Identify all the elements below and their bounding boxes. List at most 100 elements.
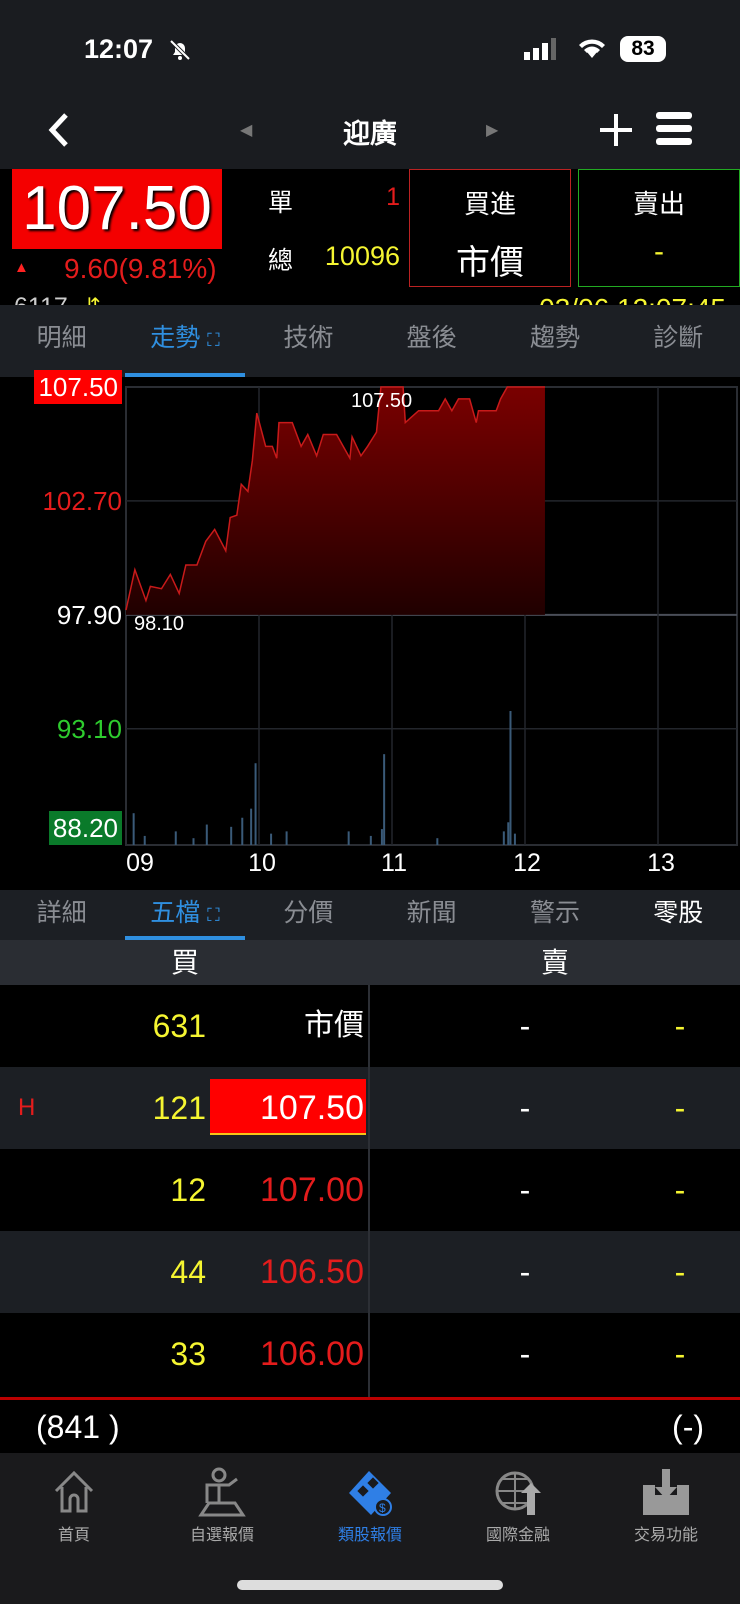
tab-diagnosis[interactable]: 診斷	[653, 324, 704, 352]
svg-text:$: $	[379, 1501, 386, 1515]
chart-plot[interactable]	[0, 379, 740, 889]
nav-sector-quotes-label: 類股報價	[337, 1527, 402, 1544]
buy-price: 市價	[456, 244, 524, 282]
ask-qty: -	[674, 1008, 686, 1044]
current-price-highlight	[210, 1079, 366, 1135]
volume-bar	[192, 838, 195, 845]
bid-price: 107.00	[260, 1171, 364, 1209]
ask-price: -	[519, 1254, 531, 1290]
tab-trend[interactable]: 走勢 ⛶	[123, 305, 246, 377]
order-book-row[interactable]: 44 106.50 - -	[0, 1231, 740, 1313]
price-area	[126, 387, 545, 615]
y-tick-label: 107.50	[34, 370, 122, 404]
order-book-header: 買 賣	[0, 940, 740, 985]
nav-international[interactable]: 國際金融	[444, 1453, 592, 1604]
volume-bar	[436, 838, 439, 845]
ask-qty: -	[674, 1172, 686, 1208]
last-price: 107.50	[12, 169, 222, 249]
buy-button[interactable]: 買進 市價	[409, 169, 571, 287]
stock-title: 迎廣	[343, 119, 397, 149]
sell-price: -	[654, 235, 664, 268]
buy-label: 買進	[463, 189, 516, 219]
plot-border	[125, 386, 738, 846]
tab-five-levels[interactable]: 五檔 ⛶	[123, 890, 246, 940]
bid-qty: 44	[170, 1254, 206, 1290]
volume-bar	[513, 833, 516, 845]
order-book-row[interactable]: H 121 107.50 - -	[0, 1067, 740, 1149]
tab-tendency[interactable]: 趨勢	[529, 324, 580, 352]
tab-technical[interactable]: 技術	[283, 324, 334, 352]
nav-home-label: 首頁	[57, 1527, 90, 1544]
tab-odd-lot[interactable]: 零股	[653, 899, 704, 927]
ask-qty: -	[674, 1336, 686, 1372]
intraday-chart: 107.50 102.70 97.90 93.10 88.20 09 10 11…	[0, 370, 740, 889]
bid-price: 市價	[304, 1009, 364, 1042]
price-line	[125, 386, 545, 611]
order-book-row[interactable]: 12 107.00 - -	[0, 1149, 740, 1231]
nav-trading-label: 交易功能	[633, 1527, 698, 1544]
ask-qty: -	[674, 1254, 686, 1290]
x-tick-label: 09	[126, 849, 154, 877]
prev-stock-arrow-icon[interactable]: ◀	[240, 122, 253, 139]
single-volume: 1	[386, 183, 400, 211]
nav-international-label: 國際金融	[485, 1527, 550, 1544]
tab-after-hours[interactable]: 盤後	[406, 324, 457, 352]
person-desk-icon	[198, 1467, 246, 1517]
x-tick-label: 10	[248, 849, 276, 877]
menu-icon[interactable]	[656, 110, 692, 148]
next-stock-arrow-icon[interactable]: ▶	[486, 122, 499, 139]
back-chevron-icon[interactable]	[44, 112, 72, 148]
volume-bar	[383, 754, 386, 845]
bottom-nav: 首頁 自選報價 $ 類股報價 國際金融 交易功能	[0, 1453, 740, 1604]
volume-bar	[205, 824, 208, 845]
volume-bar	[270, 833, 273, 845]
volume-bar	[174, 831, 177, 845]
signal-icon	[524, 38, 556, 60]
sell-button[interactable]: 賣出 -	[578, 169, 740, 287]
volume-bar	[250, 808, 253, 845]
bottom-tabs: 詳細 五檔 ⛶ 分價 新聞 警示 零股	[0, 890, 740, 940]
order-book-summary: (841 ) (-)	[0, 1397, 740, 1453]
sell-label: 賣出	[632, 189, 685, 219]
sell-header: 賣	[540, 947, 569, 978]
y-tick-label: 102.70	[42, 486, 122, 516]
expand-icon[interactable]: ⛶	[207, 905, 220, 925]
high-price-label: 107.50	[351, 390, 413, 412]
low-price-label: 98.10	[134, 613, 185, 635]
ask-price: -	[519, 1172, 531, 1208]
clock: 12:07	[84, 34, 154, 64]
download-tray-icon	[643, 1469, 689, 1515]
y-tick-label: 93.10	[56, 714, 122, 744]
bid-qty: 12	[170, 1172, 206, 1208]
volume-bar	[502, 831, 505, 845]
volume-bar	[380, 829, 383, 845]
bell-slash-icon	[169, 39, 191, 61]
ask-price: -	[519, 1008, 531, 1044]
tab-details[interactable]: 詳細	[36, 899, 87, 927]
tab-price-volume[interactable]: 分價	[283, 899, 334, 927]
bid-price: 106.50	[260, 1253, 364, 1291]
bid-price: 106.00	[260, 1335, 364, 1373]
expand-icon[interactable]: ⛶	[207, 330, 220, 350]
nav-sector-quotes[interactable]: $ 類股報價	[296, 1453, 444, 1604]
ask-qty: -	[674, 1090, 686, 1126]
bid-qty: 33	[170, 1336, 206, 1372]
bid-qty: 631	[152, 1008, 206, 1044]
tab-news[interactable]: 新聞	[406, 899, 457, 927]
x-tick-label: 13	[647, 849, 675, 877]
order-book-row[interactable]: 33 106.00 - -	[0, 1313, 740, 1395]
home-indicator[interactable]	[237, 1580, 503, 1590]
bid-price: 107.50	[260, 1089, 364, 1127]
nav-watchlist[interactable]: 自選報價	[148, 1453, 296, 1604]
order-book-row[interactable]: 631 市價 - -	[0, 985, 740, 1067]
volume-bar	[347, 831, 350, 845]
volume-bar	[241, 817, 244, 845]
tab-detail[interactable]: 明細	[36, 324, 87, 352]
ask-price: -	[519, 1090, 531, 1126]
nav-trading[interactable]: 交易功能	[592, 1453, 740, 1604]
tab-alerts[interactable]: 警示	[529, 899, 580, 927]
nav-home[interactable]: 首頁	[0, 1453, 148, 1604]
add-icon[interactable]	[598, 112, 634, 148]
up-triangle-icon: ▲	[14, 259, 29, 276]
volume-bar	[132, 813, 135, 845]
